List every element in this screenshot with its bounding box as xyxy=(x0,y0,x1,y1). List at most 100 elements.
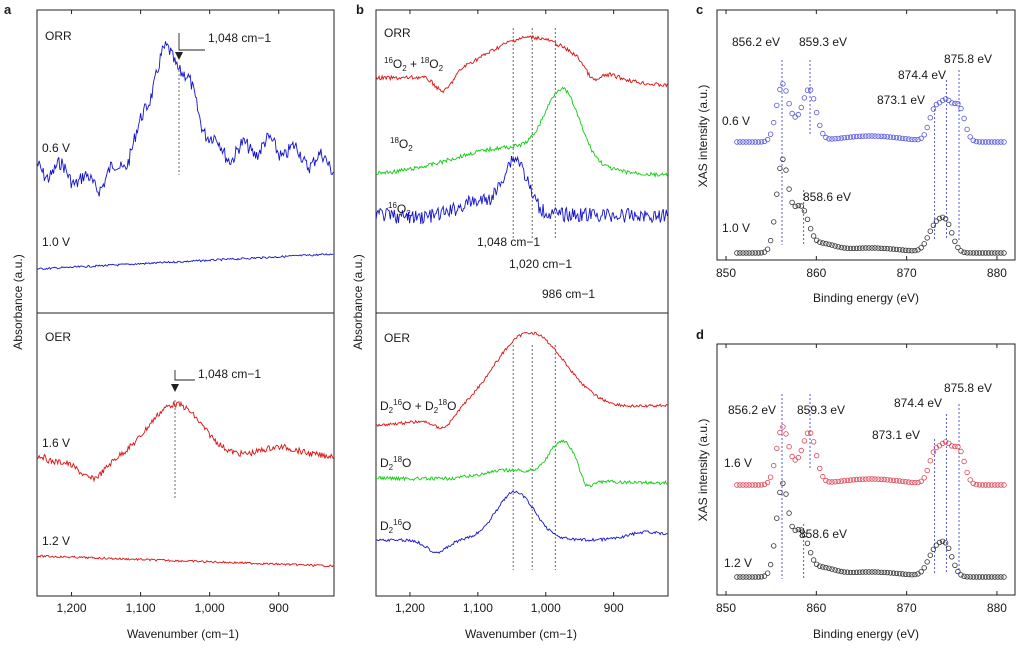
panel-d-point-s0-48 xyxy=(881,476,887,483)
panel-b-xtick-label-1: 1,100 xyxy=(463,601,493,615)
panel-a-label-0p6v: 0.6 V xyxy=(42,141,70,155)
panel-d-point-s1-37 xyxy=(847,569,854,576)
panel-c-point-s0-48 xyxy=(881,133,887,140)
panel-d-point-s0-61 xyxy=(921,475,927,481)
panel-c-point-s1-42 xyxy=(863,245,869,251)
panel-d-point-s0-13 xyxy=(774,445,780,452)
panel-d-point-s0-50 xyxy=(887,477,894,483)
panel-c-point-s1-46 xyxy=(875,245,881,251)
panel-c-xlabel: Binding energy (eV) xyxy=(813,291,919,305)
panel-d-point-s1-5 xyxy=(749,574,755,580)
panel-d-point-s1-57 xyxy=(909,572,915,578)
panel-a-label-1p6v: 1.6 V xyxy=(42,436,70,450)
panel-c-point-s0-70 xyxy=(949,100,955,106)
panel-d-point-s1-65 xyxy=(933,542,940,548)
panel-b-reference-lines xyxy=(512,28,556,570)
panel-c-point-s0-86 xyxy=(998,139,1004,145)
panel-d-point-s0-68 xyxy=(942,439,949,445)
panel-d-point-s1-35 xyxy=(841,569,847,575)
panel-d-point-s1-7 xyxy=(755,574,762,580)
panel-a-orr-marker-bracket xyxy=(178,33,205,51)
panel-c-point-s0-31 xyxy=(829,136,835,142)
panel-a-label-1p0v: 1.0 V xyxy=(42,235,70,249)
panel-d-point-s1-66 xyxy=(936,539,943,546)
panel-d-point-s1-16 xyxy=(783,491,789,497)
panel-d-point-s0-64 xyxy=(930,449,937,455)
panel-c-point-s0-51 xyxy=(890,134,897,141)
panel-d-point-s1-84 xyxy=(992,574,998,580)
panel-c-point-s1-85 xyxy=(995,250,1001,256)
panel-d-point-s0-56 xyxy=(906,479,912,485)
panel-d-point-s1-71 xyxy=(952,562,958,568)
panel-c-point-s0-37 xyxy=(847,134,854,140)
panel-d-point-s1-33 xyxy=(835,568,841,574)
panel-d-ann-856-2: 856.2 eV xyxy=(728,403,776,417)
panel-c-point-s0-25 xyxy=(810,96,817,102)
panel-c-point-s0-63 xyxy=(927,114,933,121)
panel-c-point-s1-3 xyxy=(743,250,749,256)
panel-c-point-s0-7 xyxy=(755,139,762,145)
panel-c-point-s0-60 xyxy=(918,135,924,142)
panel-d-point-s1-52 xyxy=(893,570,900,577)
panel-d-point-s0-86 xyxy=(998,482,1004,488)
panel-c-point-s1-2 xyxy=(740,250,746,256)
panel-a-curves xyxy=(36,41,334,568)
panel-c-point-s1-0 xyxy=(734,250,740,256)
panel-c-point-s0-1 xyxy=(737,139,743,145)
panel-c-label-1p0v: 1.0 V xyxy=(722,221,750,235)
panel-c-point-s0-21 xyxy=(798,104,804,111)
panel-d-point-s1-41 xyxy=(860,569,866,575)
panel-d-point-s0-46 xyxy=(875,476,881,482)
panel-d-point-s0-27 xyxy=(817,465,823,472)
panel-d-ann-873-1: 873.1 eV xyxy=(872,428,920,442)
panel-d-ylabel: XAS intensity (a.u.) xyxy=(696,419,710,522)
panel-c-point-s1-75 xyxy=(964,250,970,256)
panel-c-point-s0-43 xyxy=(866,133,872,139)
panel-d-point-s0-7 xyxy=(755,482,762,488)
panel-c-point-s1-74 xyxy=(961,249,967,255)
panel-c-point-s0-0 xyxy=(734,139,740,145)
panel-d-point-s0-0 xyxy=(734,482,740,488)
panel-c-point-s0-40 xyxy=(857,133,863,139)
panel-c-point-s0-57 xyxy=(909,136,915,143)
panel-b-label-d2-18o: D218O xyxy=(380,455,411,472)
panel-d-point-s0-14 xyxy=(777,429,783,436)
panel-c-point-s1-55 xyxy=(903,247,909,253)
panel-d-point-s0-83 xyxy=(989,482,995,488)
panel-b-ticks: 1,200 1,100 1,000 900 xyxy=(395,10,624,615)
panel-b-ylabel: Absorbance (a.u.) xyxy=(351,254,365,349)
panel-d-point-s0-17 xyxy=(786,444,792,450)
panel-c-point-s0-44 xyxy=(869,133,875,139)
panel-d-point-s0-73 xyxy=(958,448,964,455)
panel-d-point-s0-10 xyxy=(764,479,771,486)
panel-c-point-s1-20 xyxy=(795,202,801,209)
panel-d-xtick-label-3: 880 xyxy=(987,601,1007,615)
panel-d-point-s0-78 xyxy=(973,481,980,488)
panel-c-point-s1-79 xyxy=(976,250,983,256)
panel-c-point-s0-56 xyxy=(906,136,912,142)
panel-d-point-s0-44 xyxy=(869,476,875,482)
panel-c-point-s1-58 xyxy=(912,247,918,254)
panel-c-point-s1-76 xyxy=(967,250,973,256)
panel-d-point-s0-79 xyxy=(976,482,983,488)
panel-c-point-s1-52 xyxy=(893,246,900,253)
panel-d-point-s1-10 xyxy=(764,570,771,576)
panel-d-point-s0-75 xyxy=(964,469,970,476)
panel-d-point-s1-3 xyxy=(743,574,749,580)
panel-c-point-s1-70 xyxy=(949,230,955,236)
panel-d-points xyxy=(734,424,1007,580)
panel-d-point-s0-18 xyxy=(789,453,795,460)
panel-d-point-s0-19 xyxy=(792,457,798,463)
panel-c-point-s0-30 xyxy=(826,136,832,142)
panel-d-point-s0-16 xyxy=(783,431,789,437)
panel-c-point-s0-45 xyxy=(872,133,878,139)
panel-a-xtick-label-1: 1,100 xyxy=(126,601,156,615)
panel-d-point-s1-4 xyxy=(746,574,752,580)
panel-c-point-s0-81 xyxy=(982,139,989,145)
panel-b-curve-oer-16o xyxy=(375,490,668,554)
panel-c-point-s0-29 xyxy=(823,134,829,141)
panel-d-point-s0-85 xyxy=(995,482,1001,488)
panel-c-point-s0-22 xyxy=(801,95,808,101)
panel-c-point-s0-74 xyxy=(961,115,967,122)
